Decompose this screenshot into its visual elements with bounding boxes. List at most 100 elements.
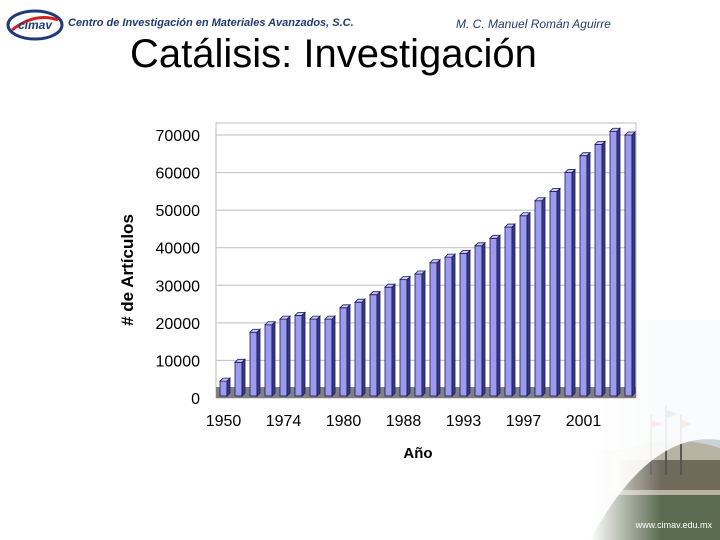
bar-top bbox=[504, 223, 516, 228]
bar-front bbox=[504, 226, 513, 397]
bar-side bbox=[376, 290, 381, 397]
bar bbox=[369, 290, 381, 397]
bar-front bbox=[594, 143, 603, 397]
bar-front bbox=[399, 279, 408, 397]
bar bbox=[624, 131, 636, 397]
bar-front bbox=[294, 314, 303, 397]
bar bbox=[324, 315, 336, 397]
bar-side bbox=[361, 298, 366, 397]
bar bbox=[429, 258, 441, 397]
bar-side bbox=[286, 315, 291, 397]
bar-front bbox=[339, 307, 348, 397]
x-tick-label: 1950 bbox=[206, 413, 242, 430]
bar-side bbox=[301, 311, 306, 397]
bar-front bbox=[384, 286, 393, 397]
bar-side bbox=[421, 270, 426, 397]
bar-side bbox=[511, 223, 516, 397]
bar bbox=[594, 140, 606, 397]
x-tick-label: 1974 bbox=[266, 413, 302, 430]
y-tick-label: 60000 bbox=[156, 166, 201, 183]
x-tick-label: 1993 bbox=[446, 413, 482, 430]
bar bbox=[354, 298, 366, 397]
bars bbox=[219, 127, 636, 397]
bar-front bbox=[249, 331, 258, 397]
bar-side bbox=[406, 275, 411, 397]
bar bbox=[474, 241, 486, 397]
bar-side bbox=[271, 320, 276, 397]
bar-front bbox=[309, 318, 318, 397]
bar bbox=[414, 270, 426, 397]
bar bbox=[444, 253, 456, 397]
bar-side bbox=[526, 211, 531, 397]
bar-top bbox=[414, 270, 426, 275]
y-tick-label: 20000 bbox=[156, 316, 201, 333]
bar-side bbox=[316, 315, 321, 397]
website-url: www.cimav.edu.mx bbox=[635, 520, 712, 530]
author-name: M. C. Manuel Román Aguirre bbox=[456, 17, 611, 31]
bar-side bbox=[346, 303, 351, 397]
bar bbox=[399, 275, 411, 397]
bar-top bbox=[444, 253, 456, 258]
bar bbox=[534, 196, 546, 397]
x-tick-label: 2001 bbox=[566, 413, 602, 430]
slide-title: Catálisis: Investigación bbox=[130, 32, 537, 76]
bar bbox=[609, 127, 621, 397]
bar-side bbox=[466, 249, 471, 397]
bar-side bbox=[436, 258, 441, 397]
x-tick-label: 1997 bbox=[506, 413, 542, 430]
bar-top bbox=[219, 377, 231, 382]
bar-side bbox=[571, 168, 576, 397]
y-axis-label: # de Artículos bbox=[118, 214, 137, 326]
floor-plane bbox=[216, 387, 636, 398]
bar-top bbox=[429, 259, 441, 264]
bar-top bbox=[564, 169, 576, 173]
bar-top bbox=[519, 212, 531, 217]
bar-side bbox=[391, 283, 396, 397]
bar bbox=[519, 211, 531, 397]
building-photo bbox=[590, 320, 720, 540]
bar-side bbox=[541, 196, 546, 397]
bar-side bbox=[586, 151, 591, 397]
bar bbox=[384, 283, 396, 397]
bar-front bbox=[219, 380, 228, 397]
y-tick-label: 50000 bbox=[156, 203, 201, 220]
y-tick-labels: 0 10000 20000 30000 40000 50000 60000 70000 bbox=[156, 128, 201, 408]
bar-front bbox=[444, 256, 453, 397]
bar-top bbox=[324, 315, 336, 320]
bar bbox=[504, 223, 516, 397]
bar-top bbox=[339, 304, 351, 309]
bar-top bbox=[594, 140, 606, 145]
x-tick-label: 1980 bbox=[326, 413, 362, 430]
chart-floor bbox=[216, 387, 636, 398]
bar-top bbox=[279, 315, 291, 320]
bar-front bbox=[459, 252, 468, 397]
bar-front bbox=[414, 273, 423, 397]
x-axis-label: Año bbox=[403, 445, 432, 462]
bar-top bbox=[459, 249, 471, 254]
bar-top bbox=[549, 187, 561, 192]
bar-side bbox=[631, 131, 636, 397]
y-tick-label: 10000 bbox=[156, 353, 201, 370]
bar bbox=[459, 249, 471, 397]
bar-front bbox=[549, 190, 558, 397]
bar-side bbox=[496, 234, 501, 397]
bar-front bbox=[354, 301, 363, 397]
bar-top bbox=[399, 276, 411, 281]
bar-front bbox=[519, 215, 528, 397]
bar-front bbox=[234, 361, 243, 397]
bar bbox=[264, 320, 276, 397]
bar bbox=[489, 234, 501, 397]
bar-front bbox=[264, 324, 273, 397]
bar-front bbox=[369, 294, 378, 397]
bar bbox=[564, 168, 576, 397]
bar-front bbox=[489, 237, 498, 397]
logo-text: cimav bbox=[18, 18, 53, 32]
organization-name: Centro de Investigación en Materiales Av… bbox=[68, 17, 354, 29]
bar-front bbox=[429, 262, 438, 397]
bar-top bbox=[309, 315, 321, 320]
bar-front bbox=[624, 134, 633, 397]
y-tick-label: 30000 bbox=[156, 278, 201, 295]
bar-top bbox=[384, 283, 396, 288]
bar bbox=[249, 328, 261, 397]
